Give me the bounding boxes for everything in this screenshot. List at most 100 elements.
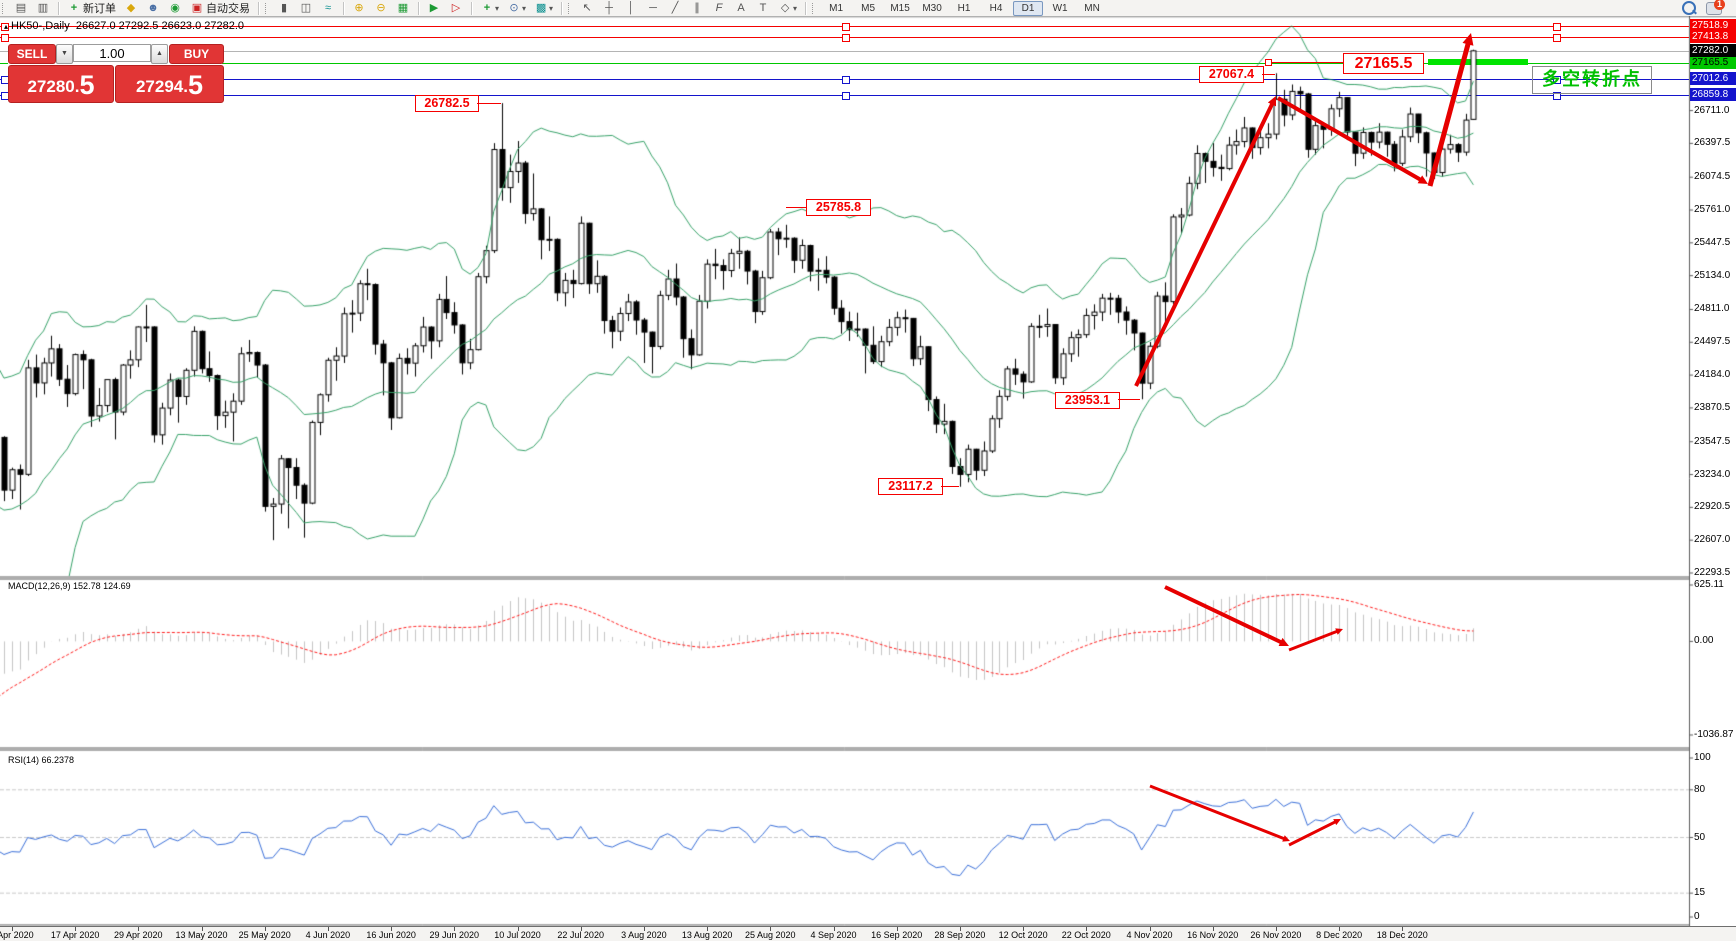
price-tick-label: 22293.5 — [1694, 567, 1731, 578]
channel-button[interactable]: ∥ — [687, 0, 707, 17]
text-icon: A — [737, 2, 745, 14]
chart-title: ▴ HK50-,Daily 26627.0 27292.5 26623.0 272… — [4, 20, 244, 32]
toolbar-grip — [568, 2, 573, 14]
volume-up-button[interactable]: ▲ — [151, 44, 168, 64]
annotation-low-oct[interactable]: 23953.1 — [1055, 392, 1120, 409]
periods-icon: ⊙ — [509, 2, 519, 14]
date-label: 18 Dec 2020 — [1376, 930, 1428, 940]
volume-field[interactable]: 1.00 — [73, 44, 151, 62]
date-label: 16 Sep 2020 — [871, 930, 923, 940]
text-label-button[interactable]: T — [753, 0, 773, 17]
search-icon[interactable] — [1682, 1, 1696, 15]
date-label: 25 Aug 2020 — [745, 930, 796, 940]
turning-point-label[interactable]: 多空转折点 — [1532, 66, 1652, 94]
annotation-high-nov[interactable]: 27067.4 — [1199, 66, 1264, 83]
annotation-mid-level[interactable]: 25785.8 — [806, 199, 871, 216]
rsi-label: RSI(14) 66.2378 — [8, 755, 75, 765]
candlestick-button[interactable]: ◫ — [296, 0, 316, 17]
periods-button[interactable]: ⊙ ▾ — [504, 0, 529, 17]
toolbar-separator — [561, 1, 563, 15]
date-tick — [1275, 927, 1277, 931]
timeframe-h4[interactable]: H4 — [989, 2, 1003, 14]
price-tick-label: 26074.5 — [1694, 171, 1731, 182]
zoom-in-button[interactable]: ⊕ — [349, 0, 369, 17]
chat-button[interactable]: ☻ — [143, 0, 163, 17]
timeframe-d1[interactable]: D1 — [1013, 0, 1044, 16]
bar-chart-button[interactable]: ▮ — [274, 0, 294, 17]
toolbar-separator — [343, 1, 344, 15]
new-order-label: 新订单 — [83, 3, 116, 15]
sell-button[interactable]: SELL — [8, 44, 56, 64]
indicators-button[interactable]: + ▾ — [477, 0, 502, 17]
fibonacci-button[interactable]: F — [709, 0, 729, 17]
buy-price-display[interactable]: 27294. 5 — [115, 65, 224, 103]
crosshair-button[interactable]: ┼ — [599, 0, 619, 17]
timeframe-m30[interactable]: M30 — [922, 2, 942, 14]
price-tick-label: 23870.5 — [1694, 402, 1731, 413]
auto-trading-label: 自动交易 — [206, 3, 250, 15]
chart-shift-button[interactable]: ▷ — [446, 0, 466, 17]
auto-trading-button[interactable]: ▣ 自动交易 — [187, 0, 253, 17]
annotation-entry-level[interactable]: 27165.5 — [1343, 53, 1424, 74]
toolbar-separator — [805, 1, 807, 15]
new-order-button[interactable]: + 新订单 — [64, 0, 119, 17]
profiles-button[interactable]: ▥ — [33, 0, 53, 17]
timeframe-w1[interactable]: W1 — [1052, 2, 1068, 14]
arrows-tool-button[interactable]: ◇ ▾ — [775, 0, 800, 17]
trendline-icon: ╱ — [671, 2, 679, 14]
signal-button[interactable]: ◉ — [165, 0, 185, 17]
timeframe-mn[interactable]: MN — [1084, 2, 1100, 14]
rsi-tick-label: 0 — [1694, 911, 1700, 922]
crosshair-icon: ┼ — [605, 2, 613, 14]
timeframe-m1[interactable]: M1 — [829, 2, 844, 14]
text-button[interactable]: A — [731, 0, 751, 17]
toolbar-grip — [812, 2, 817, 14]
horizontal-line-icon: ─ — [649, 2, 657, 14]
annotation-connector — [941, 486, 959, 487]
zoom-out-button[interactable]: ⊖ — [371, 0, 391, 17]
timeframe-h1[interactable]: H1 — [957, 2, 971, 14]
price-tick-label: 24184.0 — [1694, 369, 1731, 380]
horizontal-line-button[interactable]: ─ — [643, 0, 663, 17]
macd-tick-label: 625.11 — [1694, 579, 1724, 590]
axis-line-label-27012.6: 27012.6 — [1690, 72, 1736, 85]
arrows-tool-icon: ◇ — [780, 2, 790, 14]
new-chart-button[interactable]: ▤ — [11, 0, 31, 17]
macd-tick-label: 0.00 — [1694, 635, 1714, 646]
collapse-icon[interactable]: ▴ — [4, 22, 9, 31]
sell-price-dot: . — [74, 77, 80, 96]
date-label: 25 May 2020 — [238, 930, 291, 940]
annotation-anchor[interactable] — [1265, 59, 1272, 66]
time-axis[interactable]: 3 Apr 2020 17 Apr 2020 29 Apr 2020 13 May 2… — [0, 926, 1736, 941]
price-tick-label: 22920.5 — [1694, 501, 1731, 512]
buy-price-dot: . — [183, 77, 188, 96]
buy-button[interactable]: BUY — [169, 44, 224, 64]
toolbar: ▤ ▥ + 新订单 ◆ ☻ ◉ ▣ 自动交易 ▮ ◫ ≈ ⊕ ⊖ ▦ ▶ ▷ +… — [0, 0, 1736, 17]
date-label: 22 Oct 2020 — [1061, 930, 1111, 940]
notifications-icon[interactable]: 1 — [1706, 0, 1725, 15]
trendline-button[interactable]: ╱ — [665, 0, 685, 17]
line-chart-button[interactable]: ≈ — [318, 0, 338, 17]
market-watch-button[interactable]: ◆ — [121, 0, 141, 17]
date-label: 16 Nov 2020 — [1187, 930, 1239, 940]
date-label: 13 May 2020 — [175, 930, 228, 940]
chart-overlay: ▴ HK50-,Daily 26627.0 27292.5 26623.0 272… — [0, 16, 1736, 941]
tile-windows-button[interactable]: ▦ — [393, 0, 413, 17]
timeframe-m15[interactable]: M15 — [890, 2, 910, 14]
auto-scroll-button[interactable]: ▶ — [424, 0, 444, 17]
templates-button[interactable]: ▩ ▾ — [531, 0, 556, 17]
new-chart-icon: ▤ — [15, 2, 27, 14]
date-tick — [1339, 927, 1341, 931]
annotation-high-jul[interactable]: 26782.5 — [415, 95, 479, 112]
sell-price-display[interactable]: 27280. 5 — [8, 65, 114, 103]
cursor-button[interactable]: ↖ — [577, 0, 597, 17]
volume-down-button[interactable]: ▼ — [56, 44, 73, 64]
date-label: 26 Nov 2020 — [1250, 930, 1302, 940]
rsi-tick-label: 50 — [1694, 832, 1706, 843]
timeframe-m5[interactable]: M5 — [861, 2, 876, 14]
price-chart-canvas[interactable] — [0, 16, 1736, 941]
annotation-low-sep[interactable]: 23117.2 — [878, 478, 943, 495]
vertical-line-button[interactable]: │ — [621, 0, 641, 17]
timeframe-bar: M1 M5 M15 M30 H1 H4 D1 W1 MN — [820, 0, 1108, 16]
rsi-tick-label: 100 — [1694, 752, 1711, 763]
